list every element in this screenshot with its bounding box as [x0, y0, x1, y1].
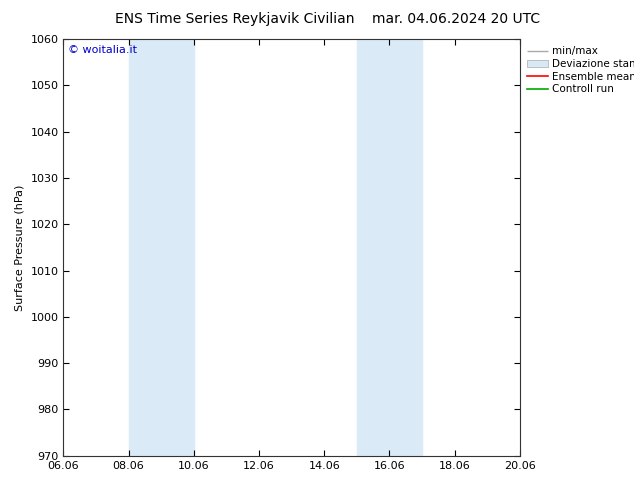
Bar — [357, 39, 422, 456]
Y-axis label: Surface Pressure (hPa): Surface Pressure (hPa) — [15, 184, 25, 311]
Text: ENS Time Series Reykjavik Civilian: ENS Time Series Reykjavik Civilian — [115, 12, 354, 26]
Text: © woitalia.it: © woitalia.it — [68, 46, 137, 55]
Legend: min/max, Deviazione standard, Ensemble mean run, Controll run: min/max, Deviazione standard, Ensemble m… — [525, 45, 634, 97]
Text: mar. 04.06.2024 20 UTC: mar. 04.06.2024 20 UTC — [372, 12, 541, 26]
Bar — [129, 39, 194, 456]
